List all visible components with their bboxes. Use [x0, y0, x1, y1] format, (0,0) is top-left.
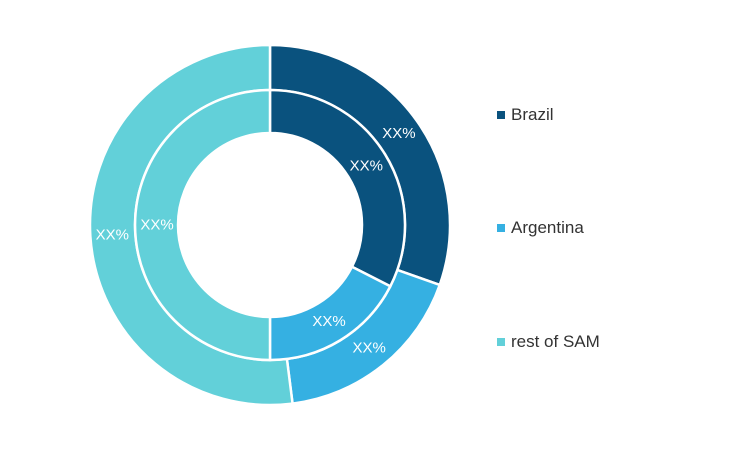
inner-label-argentina: XX%: [312, 313, 345, 330]
slice-labels: XX% XX% XX% XX% XX% XX%: [96, 125, 416, 356]
outer-ring: [88, 43, 452, 407]
legend-swatch-rest-of-sam: [497, 338, 505, 346]
inner-label-rest-of-sam: XX%: [140, 217, 173, 234]
outer-label-argentina: XX%: [352, 339, 385, 356]
legend-item-brazil: Brazil: [497, 103, 554, 127]
inner-label-brazil: XX%: [350, 157, 383, 174]
legend-item-rest-of-sam: rest of SAM: [497, 330, 600, 354]
legend-label-rest-of-sam: rest of SAM: [511, 332, 600, 351]
legend-swatch-brazil: [497, 111, 505, 119]
legend: Brazil Argentina rest of SAM: [497, 0, 737, 450]
outer-label-brazil: XX%: [382, 125, 415, 142]
outer-label-rest-of-sam: XX%: [96, 226, 129, 243]
inner-slice-brazil: [268, 88, 407, 288]
nested-donut-chart: XX% XX% XX% XX% XX% XX%: [88, 43, 452, 407]
inner-ring: [133, 88, 407, 362]
legend-swatch-argentina: [497, 224, 505, 232]
legend-label-argentina: Argentina: [511, 218, 584, 237]
legend-label-brazil: Brazil: [511, 105, 554, 124]
legend-item-argentina: Argentina: [497, 216, 584, 240]
inner-slice-rest-of-sam: [133, 88, 272, 362]
